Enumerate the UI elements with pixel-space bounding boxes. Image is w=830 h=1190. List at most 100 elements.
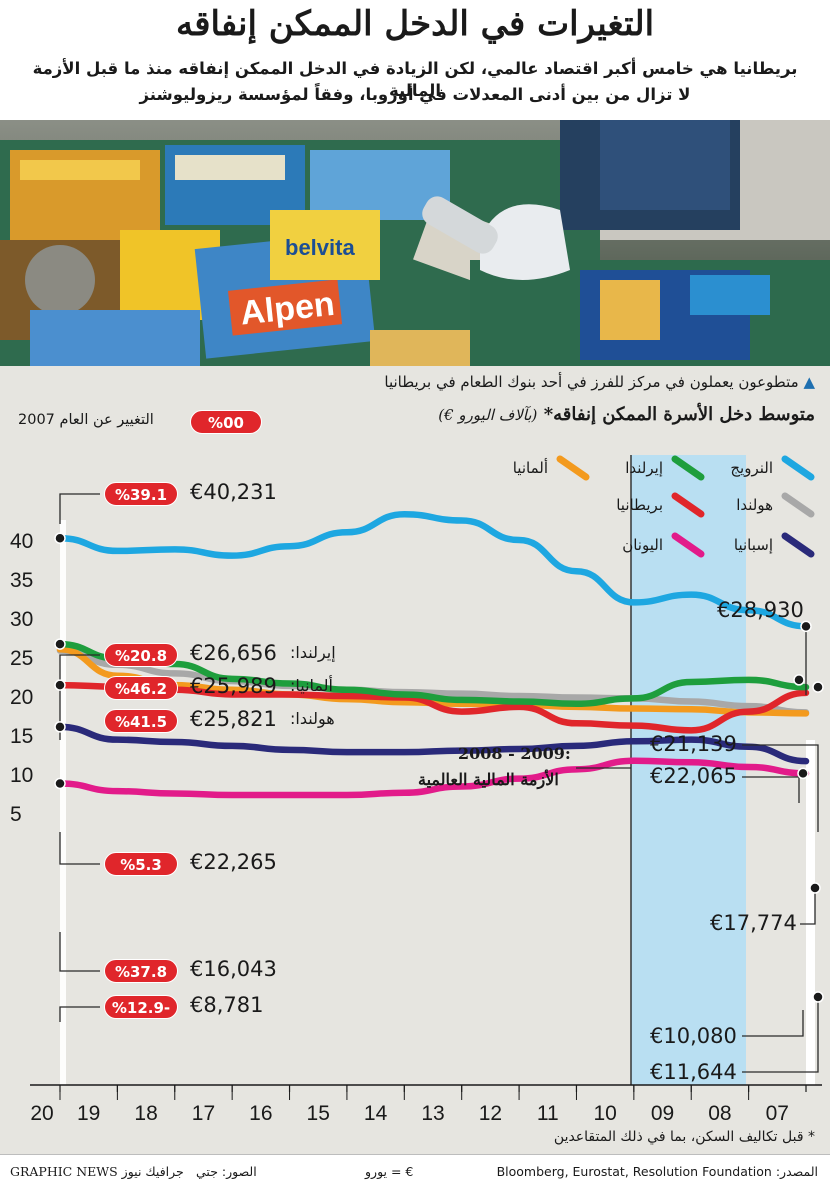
britain-value-2007: €22,065 <box>650 764 737 788</box>
dot-norway-2020 <box>54 532 66 544</box>
greece-value-2007: €10,080 <box>650 1024 737 1048</box>
brand-name: GRAPHIC NEWS <box>10 1164 118 1179</box>
x-tick-12: 12 <box>479 1102 502 1125</box>
subtitle-line-2: لا تزال من بين أدنى المعدلات في أوروبا، … <box>139 85 691 104</box>
spain-value-2007: €11,644 <box>650 1060 737 1084</box>
photo-caption: ▲ متطوعون يعملون في مركز للفرز في أحد بن… <box>384 373 815 391</box>
x-tick-19: 19 <box>77 1102 100 1125</box>
series-line-0 <box>56 511 810 630</box>
source-label: المصدر: <box>775 1164 818 1179</box>
ireland-value-2020: €26,656 <box>190 641 277 665</box>
germany-change-2020: %46.2 <box>104 676 178 700</box>
white-2007-strip <box>806 740 815 1085</box>
photo-credit: الصور: جتي <box>196 1164 257 1179</box>
subtitle-line-1: بريطانيا هي خامس أكبر اقتصاد عالمي، لكن … <box>32 59 798 100</box>
legend-label-2: ألمانيا <box>512 459 548 477</box>
germany-value-2007: €17,774 <box>710 911 797 935</box>
netherlands-label-2020: هولندا: <box>290 709 335 728</box>
legend-item-1: إيرلندا <box>625 455 705 481</box>
connector-greece-2007 <box>742 1010 804 1037</box>
x-tick-15: 15 <box>307 1102 330 1125</box>
germany-value-2020: €25,989 <box>190 674 277 698</box>
photo-illustration: Alpen belvita <box>0 120 830 366</box>
crisis-label-text: الأزمة المالية العالمية <box>418 770 559 789</box>
y-tick-10: 10 <box>10 764 33 787</box>
x-tick-10: 10 <box>593 1102 616 1125</box>
dot-ireland-2007 <box>812 681 824 693</box>
change-key-pill: %00 <box>190 410 262 434</box>
legend-label-1: إيرلندا <box>625 459 663 477</box>
page-title: التغيرات في الدخل الممكن إنفاقه <box>175 4 655 44</box>
food-bank-photo: Alpen belvita <box>0 120 830 366</box>
x-tick-08: 08 <box>708 1102 731 1125</box>
britain-change-2020: %5.3 <box>104 852 178 876</box>
norway-value-2020: €40,231 <box>190 480 277 504</box>
change-key-label: التغيير عن العام 2007 <box>18 412 154 428</box>
ireland-label-2020: إيرلندا: <box>290 643 336 662</box>
header: التغيرات في الدخل الممكن إنفاقه بريطانيا… <box>0 0 830 120</box>
series-line-6 <box>56 757 810 799</box>
x-tick-20-edge: 20 <box>30 1102 53 1125</box>
legend-label-4: بريطانيا <box>616 496 663 514</box>
y-tick-25: 25 <box>10 647 33 670</box>
x-tick-18: 18 <box>134 1102 157 1125</box>
legend-item-0: النرويج <box>730 455 815 481</box>
y-tick-30: 30 <box>10 608 33 631</box>
x-tick-09: 09 <box>651 1102 674 1125</box>
series-line-1 <box>56 640 810 708</box>
netherlands-change-2020: %41.5 <box>104 709 178 733</box>
x-tick-13: 13 <box>421 1102 444 1125</box>
x-tick-07: 07 <box>766 1102 789 1125</box>
crisis-band <box>631 455 746 1085</box>
chart-title-text: متوسط دخل الأسرة الممكن إنفاقه* <box>543 404 815 425</box>
dot-britain-2007 <box>793 674 805 686</box>
connector-ireland-2007 <box>742 744 819 832</box>
dot-spain-2007 <box>812 991 824 1003</box>
y-tick-40: 40 <box>10 530 33 553</box>
legend-label-0: النرويج <box>730 459 773 477</box>
y-tick-35: 35 <box>10 569 33 592</box>
euro-note: € = يورو <box>365 1164 414 1179</box>
legend-label-5: إسبانيا <box>733 536 773 554</box>
netherlands-value-2020: €25,821 <box>190 707 277 731</box>
y-axis: 5 10 15 20 25 30 35 40 <box>10 530 33 826</box>
legend-swatch-3 <box>781 492 815 518</box>
brand-name-ar: جرافيك نيوز <box>121 1164 184 1179</box>
footnote: * قبل تكاليف السكن، بما في ذلك المتقاعدي… <box>553 1129 815 1145</box>
connector-spain-2007 <box>742 997 819 1073</box>
dot-greece-2007 <box>797 767 809 780</box>
spain-change-2020: %37.8 <box>104 959 178 983</box>
chart-title: متوسط دخل الأسرة الممكن إنفاقه* (بآلاف ا… <box>438 404 815 425</box>
legend-swatch-2 <box>556 455 590 481</box>
connector-spain-2020 <box>59 932 100 972</box>
x-axis: 07 08 09 10 11 12 13 14 15 16 17 18 19 20 <box>30 1084 822 1125</box>
y-tick-15: 15 <box>10 725 33 748</box>
belvita-logo: belvita <box>285 235 355 260</box>
white-2020-strip <box>60 520 66 1085</box>
dot-britain-2020 <box>54 679 66 691</box>
ireland-value-2007: €21,139 <box>650 732 737 756</box>
x-tick-16: 16 <box>249 1102 272 1125</box>
legend-item-6: اليونان <box>622 532 705 558</box>
legend-label-3: هولندا <box>736 496 773 514</box>
dot-norway-2007 <box>800 620 812 633</box>
series-line-5 <box>56 723 810 765</box>
dot-germany-2007 <box>809 882 821 894</box>
dot-group-2020 <box>54 638 66 650</box>
x-tick-14: 14 <box>364 1102 388 1125</box>
spain-value-2020: €16,043 <box>190 957 277 981</box>
chart-unit-note: (بآلاف اليورو €) <box>438 406 538 424</box>
callout-connectors <box>59 493 819 1073</box>
norway-change-2020: %39.1 <box>104 482 178 506</box>
y-tick-20: 20 <box>10 686 33 709</box>
source-text: Bloomberg, Eurostat, Resolution Foundati… <box>496 1164 772 1179</box>
germany-label-2020: ألمانيا: <box>290 676 333 695</box>
norway-value-2007: €28,930 <box>717 598 804 622</box>
callout-end-dots <box>54 532 824 1003</box>
connector-britain-2020 <box>59 832 100 865</box>
britain-value-2020: €22,265 <box>190 850 277 874</box>
income-line-chart: 5 10 15 20 25 30 35 40 07 08 09 10 11 12 13 14 15 16 17 18… <box>10 455 824 1125</box>
caption-text: متطوعون يعملون في مركز للفرز في أحد بنوك… <box>384 373 799 391</box>
connector-britain-2007 <box>742 776 800 803</box>
connector-group-2020 <box>59 654 100 740</box>
